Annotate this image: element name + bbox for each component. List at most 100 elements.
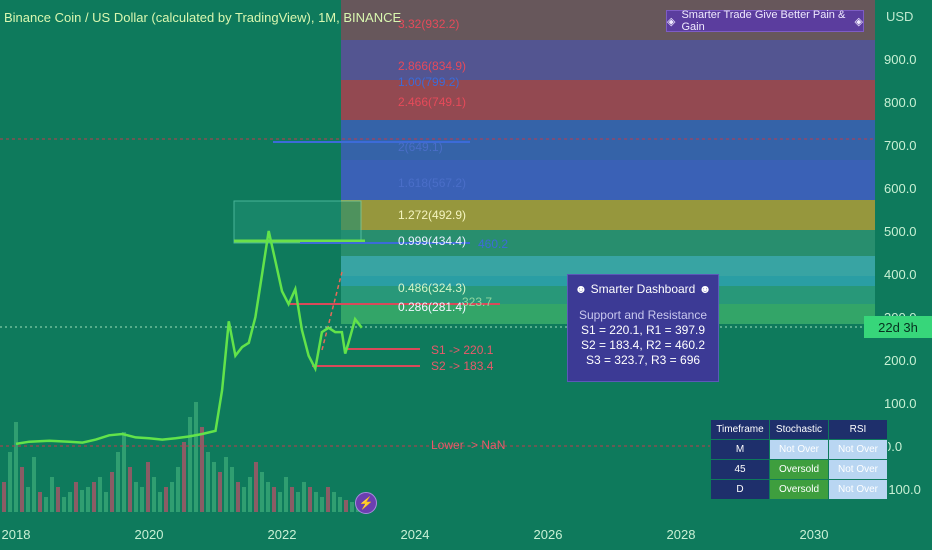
- y-tick-label: 200.0: [884, 353, 917, 368]
- volume-bar: [116, 452, 120, 512]
- volume-bar: [182, 442, 186, 512]
- volume-bar: [104, 492, 108, 512]
- fib-level-label: 2.466(749.1): [398, 95, 466, 109]
- y-tick-label: 900.0: [884, 52, 917, 67]
- header-stochastic: Stochastic: [769, 419, 829, 440]
- volume-bar: [188, 417, 192, 512]
- volume-bar: [50, 477, 54, 512]
- volume-bar: [296, 492, 300, 512]
- volume-bar: [278, 492, 282, 512]
- table-row: D Oversold Not Over: [710, 479, 888, 500]
- volume-bar: [320, 497, 324, 512]
- volume-bar: [44, 497, 48, 512]
- smile-icon-right: ☻: [698, 282, 712, 296]
- stochastic-cell: Not Over: [769, 439, 829, 460]
- rsi-cell: Not Over: [828, 439, 888, 460]
- dashboard-line: S3 = 323.7, R3 = 696: [585, 353, 701, 367]
- dashboard-line: S2 = 183.4, R2 = 460.2: [580, 338, 706, 352]
- y-tick-label: 0.0: [884, 439, 902, 454]
- volume-bar: [158, 492, 162, 512]
- fib-level-label: 323.7: [462, 295, 492, 309]
- volume-bar: [326, 487, 330, 512]
- volume-bar: [14, 422, 18, 512]
- timeframe-cell: M: [710, 439, 770, 460]
- smile-icon: ☻: [574, 282, 588, 296]
- volume-bar: [254, 462, 258, 512]
- volume-bar: [134, 482, 138, 512]
- y-tick-label: 400.0: [884, 267, 917, 282]
- price-countdown-tag: 22d 3h: [864, 316, 932, 338]
- volume-bar: [8, 452, 12, 512]
- volume-bar: [338, 497, 342, 512]
- fib-level-label: 3.32(932.2): [398, 17, 459, 31]
- dashboard-title-text: Smarter Dashboard: [590, 282, 696, 296]
- fib-level-label: 0.486(324.3): [398, 281, 466, 295]
- stochastic-cell: Oversold: [769, 459, 829, 480]
- y-tick-label: 100.0: [884, 396, 917, 411]
- stoch-rsi-table: Timeframe Stochastic RSI M Not Over Not …: [710, 419, 888, 500]
- volume-bar: [86, 487, 90, 512]
- chart-title: Binance Coin / US Dollar (calculated by …: [4, 10, 402, 25]
- dashboard-line: S1 = 220.1, R1 = 397.9: [580, 323, 706, 337]
- range-box: [233, 200, 362, 244]
- volume-bar: [200, 427, 204, 512]
- volume-bar: [248, 477, 252, 512]
- volume-bar: [302, 482, 306, 512]
- volume-bar: [236, 482, 240, 512]
- volume-bar: [110, 472, 114, 512]
- volume-bar: [56, 487, 60, 512]
- currency-label: USD: [886, 9, 914, 24]
- dashboard-subtitle: Support and Resistance: [578, 308, 708, 322]
- y-tick-label: 600.0: [884, 181, 917, 196]
- volume-bar: [140, 487, 144, 512]
- volume-bar: [26, 487, 30, 512]
- smarter-dashboard: ☻ Smarter Dashboard ☻ Support and Resist…: [567, 274, 719, 382]
- volume-bar: [80, 490, 84, 512]
- timeframe-cell: D: [710, 479, 770, 500]
- header-timeframe: Timeframe: [710, 419, 770, 440]
- volume-bar: [164, 487, 168, 512]
- bolt-icon[interactable]: ⚡: [355, 492, 377, 514]
- volume-bar: [20, 467, 24, 512]
- promo-banner[interactable]: ◈ Smarter Trade Give Better Pain & Gain …: [666, 9, 864, 33]
- support-label: S1 -> 220.1: [431, 343, 494, 357]
- fib-level-label: 0.286(281.4): [398, 300, 466, 314]
- x-tick-label: 2022: [268, 527, 297, 542]
- volume-bar: [68, 492, 72, 512]
- support-label: S2 -> 183.4: [431, 359, 494, 373]
- dashboard-title: ☻ Smarter Dashboard ☻: [568, 282, 718, 296]
- volume-bar: [194, 402, 198, 512]
- volume-bar: [308, 487, 312, 512]
- volume-bar: [332, 492, 336, 512]
- volume-bar: [272, 487, 276, 512]
- volume-bar: [344, 500, 348, 512]
- table-row: M Not Over Not Over: [710, 439, 888, 460]
- y-tick-label: 800.0: [884, 95, 917, 110]
- volume-bar: [2, 482, 6, 512]
- fib-level-label: 2.866(834.9): [398, 59, 466, 73]
- crystal-icon: ◈: [667, 15, 676, 28]
- x-tick-label: 2026: [534, 527, 563, 542]
- volume-bar: [314, 492, 318, 512]
- volume-bar: [176, 467, 180, 512]
- volume-bar: [260, 472, 264, 512]
- x-tick-label: 2020: [135, 527, 164, 542]
- volume-bar: [74, 482, 78, 512]
- volume-bar: [62, 497, 66, 512]
- fib-level-label: 0.999(434.4): [398, 234, 466, 248]
- volume-bar: [230, 467, 234, 512]
- fib-level-label: 1.618(567.2): [398, 176, 466, 190]
- y-tick-label: 700.0: [884, 138, 917, 153]
- rsi-cell: Not Over: [828, 479, 888, 500]
- x-tick-label: 2030: [800, 527, 829, 542]
- rsi-cell: Not Over: [828, 459, 888, 480]
- volume-bar: [242, 487, 246, 512]
- volume-bar: [98, 477, 102, 512]
- stochastic-cell: Oversold: [769, 479, 829, 500]
- volume-bar: [32, 457, 36, 512]
- volume-bar: [146, 462, 150, 512]
- fib-level-label: 1.272(492.9): [398, 208, 466, 222]
- crystal-icon-right: ◈: [854, 15, 863, 28]
- y-tick-label: 500.0: [884, 224, 917, 239]
